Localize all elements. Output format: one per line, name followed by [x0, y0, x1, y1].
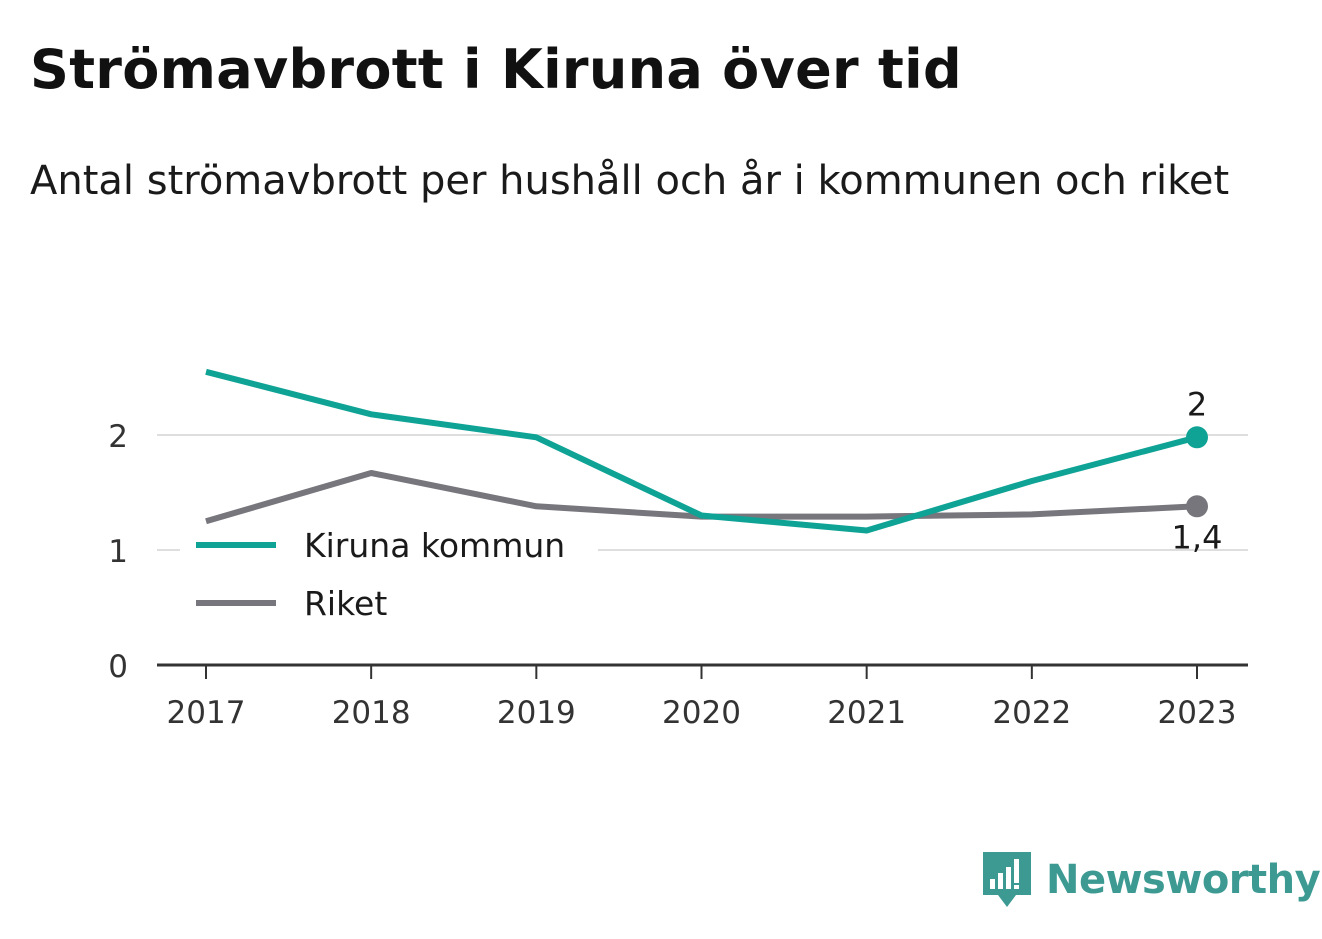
x-tick-label-2020: 2020	[662, 695, 741, 731]
chart-title: Strömavbrott i Kiruna över tid	[30, 38, 962, 101]
x-tick-label-2019: 2019	[497, 695, 576, 731]
tick-labels: 0 1 2 2017 2018 2019 2020 2021 2022 2023 2 1,4	[108, 385, 1236, 731]
x-tick-label-2022: 2022	[992, 695, 1071, 731]
legend-background	[180, 515, 598, 635]
legend: Kiruna kommun Riket	[180, 515, 598, 635]
chart-subtitle: Antal strömavbrott per hushåll och år i …	[30, 158, 1230, 204]
y-tick-label-1: 1	[108, 534, 128, 570]
x-axis	[157, 663, 1248, 679]
series-line-0	[205, 368, 1198, 534]
brand-logo: Newsworthy	[980, 848, 1321, 912]
y-tick-label-0: 0	[108, 649, 128, 685]
legend-label-1: Riket	[304, 584, 387, 623]
end-label-0: 2	[1187, 385, 1207, 423]
newsworthy-logo-icon	[983, 852, 1031, 907]
x-tick-label-2017: 2017	[167, 695, 246, 731]
brand-name: Newsworthy	[1046, 857, 1321, 903]
x-tick-label-2021: 2021	[827, 695, 906, 731]
x-tick-label-2018: 2018	[332, 695, 411, 731]
x-tick-label-2023: 2023	[1158, 695, 1237, 731]
legend-label-0: Kiruna kommun	[304, 526, 565, 565]
end-point-1	[1186, 495, 1208, 518]
end-point-0	[1186, 426, 1208, 449]
y-tick-label-2: 2	[108, 419, 128, 455]
series-lines	[205, 368, 1208, 534]
end-label-1: 1,4	[1172, 518, 1223, 556]
